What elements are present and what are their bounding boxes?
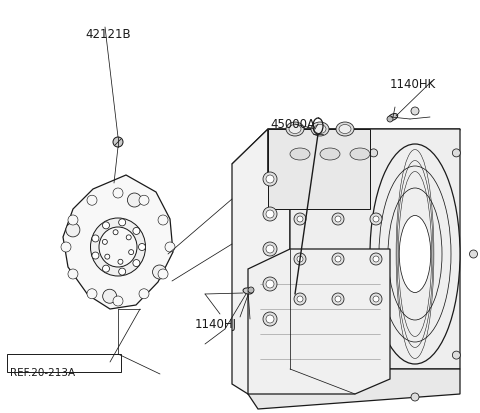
Circle shape: [66, 223, 80, 237]
Circle shape: [297, 216, 303, 223]
Polygon shape: [63, 176, 173, 309]
Circle shape: [119, 219, 126, 226]
Circle shape: [373, 216, 379, 223]
Circle shape: [266, 176, 274, 183]
Circle shape: [370, 293, 382, 305]
Polygon shape: [248, 369, 460, 409]
Circle shape: [452, 150, 460, 157]
Circle shape: [411, 393, 419, 401]
Circle shape: [139, 196, 149, 206]
Circle shape: [373, 256, 379, 262]
Circle shape: [87, 289, 97, 299]
Circle shape: [335, 296, 341, 302]
Circle shape: [332, 293, 344, 305]
Circle shape: [87, 196, 97, 206]
Circle shape: [297, 296, 303, 302]
Circle shape: [103, 222, 109, 229]
Ellipse shape: [320, 149, 340, 161]
Text: 45000A: 45000A: [270, 118, 315, 131]
Ellipse shape: [91, 218, 145, 276]
Text: REF.20-213A: REF.20-213A: [10, 367, 75, 377]
Circle shape: [411, 108, 419, 116]
Circle shape: [113, 189, 123, 199]
Circle shape: [158, 269, 168, 279]
Ellipse shape: [399, 216, 431, 293]
Circle shape: [297, 256, 303, 262]
Circle shape: [153, 266, 167, 279]
Circle shape: [158, 216, 168, 225]
Circle shape: [126, 235, 131, 240]
Circle shape: [165, 242, 175, 252]
Circle shape: [139, 289, 149, 299]
Circle shape: [248, 287, 254, 293]
Circle shape: [266, 315, 274, 323]
Polygon shape: [232, 130, 290, 394]
Text: 42121B: 42121B: [85, 28, 131, 41]
Circle shape: [370, 254, 382, 266]
Circle shape: [263, 207, 277, 221]
Circle shape: [352, 250, 360, 259]
Circle shape: [332, 254, 344, 266]
Ellipse shape: [336, 123, 354, 137]
Circle shape: [266, 211, 274, 218]
Circle shape: [103, 266, 109, 273]
Polygon shape: [232, 130, 460, 165]
Ellipse shape: [99, 228, 137, 267]
Circle shape: [332, 214, 344, 225]
Ellipse shape: [290, 149, 310, 161]
Polygon shape: [248, 249, 390, 394]
Circle shape: [133, 228, 140, 235]
Circle shape: [113, 230, 118, 235]
Circle shape: [266, 280, 274, 288]
Circle shape: [469, 250, 478, 259]
Circle shape: [105, 254, 110, 259]
Text: 1140HK: 1140HK: [390, 78, 436, 91]
Polygon shape: [268, 130, 370, 209]
Ellipse shape: [286, 123, 304, 137]
Circle shape: [370, 150, 378, 157]
Circle shape: [129, 250, 133, 255]
Ellipse shape: [311, 123, 329, 137]
Circle shape: [373, 296, 379, 302]
Circle shape: [113, 138, 123, 147]
Circle shape: [294, 254, 306, 266]
Ellipse shape: [243, 288, 253, 294]
Circle shape: [370, 214, 382, 225]
Circle shape: [113, 296, 123, 306]
Ellipse shape: [350, 149, 370, 161]
Circle shape: [294, 293, 306, 305]
Ellipse shape: [314, 125, 326, 134]
Circle shape: [118, 260, 123, 265]
Circle shape: [61, 242, 71, 252]
Circle shape: [119, 268, 126, 275]
Circle shape: [263, 312, 277, 326]
Ellipse shape: [339, 125, 351, 134]
Circle shape: [335, 216, 341, 223]
Circle shape: [263, 173, 277, 187]
Circle shape: [263, 242, 277, 256]
Circle shape: [294, 214, 306, 225]
Ellipse shape: [388, 114, 398, 121]
Polygon shape: [268, 130, 460, 369]
Circle shape: [102, 240, 108, 245]
Circle shape: [133, 260, 140, 267]
Circle shape: [387, 117, 393, 123]
Circle shape: [266, 245, 274, 254]
Circle shape: [103, 290, 117, 304]
Circle shape: [370, 351, 378, 359]
Circle shape: [92, 252, 99, 259]
Circle shape: [127, 194, 142, 207]
Circle shape: [335, 256, 341, 262]
Ellipse shape: [370, 145, 460, 364]
Circle shape: [263, 277, 277, 291]
Circle shape: [68, 269, 78, 279]
Text: 1140HJ: 1140HJ: [195, 317, 237, 330]
Circle shape: [68, 216, 78, 225]
Ellipse shape: [289, 125, 301, 134]
Circle shape: [139, 244, 145, 251]
Circle shape: [92, 235, 99, 242]
Circle shape: [452, 351, 460, 359]
